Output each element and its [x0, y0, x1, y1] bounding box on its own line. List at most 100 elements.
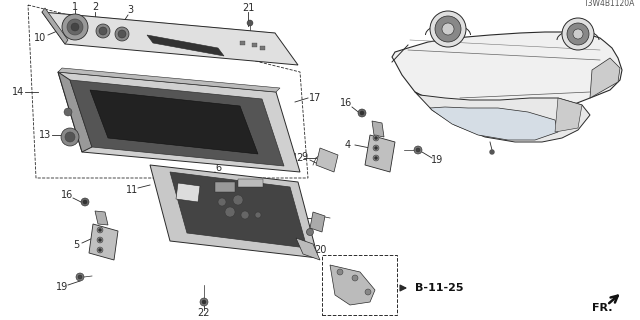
Circle shape [118, 30, 126, 38]
Polygon shape [89, 224, 118, 260]
Polygon shape [150, 165, 318, 258]
Bar [238, 179, 263, 187]
Text: 4: 4 [345, 140, 351, 150]
Circle shape [225, 207, 235, 217]
Circle shape [99, 249, 102, 252]
Polygon shape [42, 12, 298, 65]
Bar [252, 43, 257, 47]
Polygon shape [555, 98, 582, 132]
Circle shape [83, 200, 87, 204]
Polygon shape [430, 107, 558, 140]
Circle shape [247, 20, 253, 26]
Circle shape [61, 128, 79, 146]
Circle shape [200, 298, 208, 306]
Circle shape [352, 275, 358, 281]
Circle shape [81, 198, 89, 206]
Circle shape [233, 195, 243, 205]
Text: FR.: FR. [592, 303, 612, 313]
Text: 14: 14 [12, 87, 24, 97]
Circle shape [373, 135, 379, 141]
Circle shape [76, 273, 84, 281]
Polygon shape [95, 211, 108, 225]
Polygon shape [170, 172, 307, 248]
Circle shape [241, 211, 249, 219]
Circle shape [374, 137, 378, 140]
Circle shape [307, 228, 314, 236]
Circle shape [430, 11, 466, 47]
Text: B-11-25: B-11-25 [415, 283, 463, 293]
Circle shape [360, 111, 364, 115]
Circle shape [255, 212, 261, 218]
Text: 2: 2 [92, 2, 98, 12]
Polygon shape [590, 58, 620, 98]
Polygon shape [58, 72, 92, 152]
Circle shape [99, 228, 102, 231]
Polygon shape [147, 35, 224, 56]
Circle shape [78, 275, 82, 279]
Text: 9: 9 [301, 152, 307, 162]
Circle shape [373, 155, 379, 161]
Circle shape [202, 300, 206, 304]
Circle shape [99, 238, 102, 242]
Polygon shape [316, 148, 338, 172]
Polygon shape [372, 121, 384, 137]
Circle shape [374, 147, 378, 149]
Text: 11: 11 [126, 185, 138, 195]
Text: 16: 16 [61, 190, 73, 200]
Polygon shape [90, 90, 258, 154]
Polygon shape [310, 212, 325, 232]
Text: 1: 1 [72, 2, 78, 12]
Polygon shape [296, 238, 320, 260]
Circle shape [97, 247, 103, 253]
Polygon shape [365, 135, 395, 172]
Circle shape [573, 29, 583, 39]
Circle shape [97, 237, 103, 243]
Text: 6: 6 [215, 163, 221, 173]
Bar [215, 182, 235, 192]
Text: 19: 19 [56, 282, 68, 292]
Circle shape [218, 198, 226, 206]
Circle shape [358, 109, 366, 117]
Text: 13: 13 [39, 130, 51, 140]
Text: 16: 16 [340, 98, 352, 108]
Polygon shape [70, 80, 284, 166]
Circle shape [416, 148, 420, 152]
Circle shape [414, 146, 422, 154]
Circle shape [374, 156, 378, 159]
Circle shape [373, 145, 379, 151]
Circle shape [442, 23, 454, 35]
Text: 8: 8 [292, 213, 298, 223]
Circle shape [62, 14, 88, 40]
Bar [240, 41, 245, 45]
Circle shape [71, 23, 79, 31]
Bar [260, 46, 265, 50]
Polygon shape [415, 92, 590, 142]
Circle shape [96, 24, 110, 38]
Circle shape [99, 27, 107, 35]
Circle shape [365, 289, 371, 295]
Circle shape [64, 108, 72, 116]
Text: 22: 22 [198, 308, 211, 318]
Polygon shape [392, 32, 622, 112]
Text: 17: 17 [309, 93, 321, 103]
Text: 19: 19 [431, 155, 443, 165]
Polygon shape [330, 265, 375, 305]
Polygon shape [58, 72, 300, 172]
Circle shape [97, 227, 103, 233]
Text: T3W4B1120A: T3W4B1120A [584, 0, 635, 8]
Circle shape [490, 150, 494, 154]
Text: 12: 12 [292, 153, 304, 163]
Circle shape [562, 18, 594, 50]
Text: 7: 7 [152, 145, 158, 155]
Polygon shape [176, 183, 200, 202]
Circle shape [435, 16, 461, 42]
Text: 5: 5 [73, 240, 79, 250]
Text: 10: 10 [34, 33, 46, 43]
Polygon shape [42, 8, 68, 44]
Circle shape [567, 23, 589, 45]
Text: 3: 3 [127, 5, 133, 15]
Text: 20: 20 [314, 245, 326, 255]
Polygon shape [58, 68, 280, 92]
Circle shape [115, 27, 129, 41]
Circle shape [67, 19, 83, 35]
